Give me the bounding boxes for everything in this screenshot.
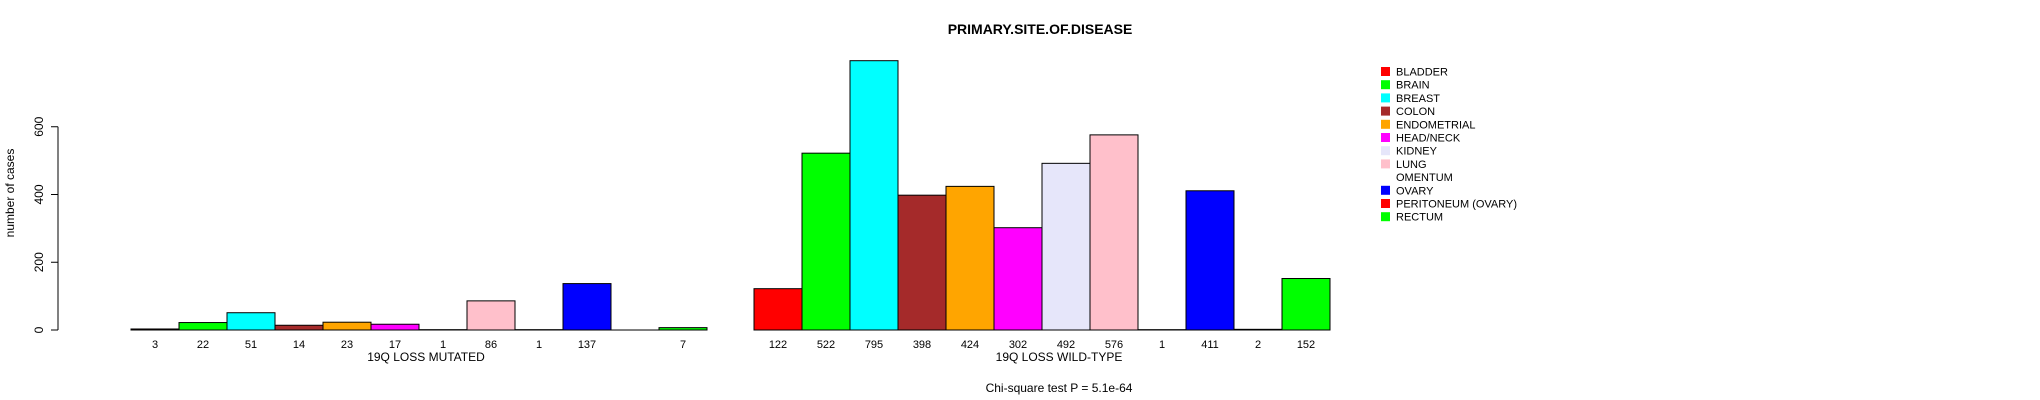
bar-mutated xyxy=(274,324,324,331)
legend-entry: BRAIN xyxy=(1396,80,1430,92)
y-tick-label: 600 xyxy=(32,116,46,136)
bar-count-label: 86 xyxy=(485,339,497,351)
bar-count-label: 1 xyxy=(440,339,446,351)
legend-entry: COLON xyxy=(1396,106,1435,118)
bar-wild-type xyxy=(1185,190,1235,331)
bar-count-label: 2 xyxy=(1255,339,1261,351)
bar-mutated xyxy=(178,322,228,331)
bar-count-label: 302 xyxy=(1009,339,1027,351)
legend-swatch xyxy=(1381,106,1390,116)
legend-swatch xyxy=(1381,67,1390,76)
x-axis-label-mutated: 19Q LOSS MUTATED xyxy=(367,350,485,364)
bar-wild-type xyxy=(753,288,803,331)
bar-count-label: 152 xyxy=(1297,339,1315,351)
y-tick-label: 200 xyxy=(32,252,46,272)
legend-entry: RECTUM xyxy=(1396,212,1443,224)
bar-wild-type xyxy=(849,60,899,331)
bar-wild-type xyxy=(993,227,1043,331)
bar-wild-type xyxy=(897,194,947,331)
bar-mutated xyxy=(466,300,516,331)
legend-swatch xyxy=(1381,212,1390,222)
chi-square-footer: Chi-square test P = 5.1e-64 xyxy=(986,381,1133,395)
bar-mutated xyxy=(562,283,612,331)
bar-count-label: 576 xyxy=(1105,339,1123,351)
bar-count-label: 492 xyxy=(1057,339,1075,351)
bar-mutated xyxy=(658,327,708,331)
bar-count-label: 22 xyxy=(197,339,209,351)
bar-count-label: 51 xyxy=(245,339,257,351)
bar-mutated xyxy=(370,323,420,331)
count-labels: 3 22 51 14 23 17 1 86 1 137 7 122 522 795 398 424 302 492… xyxy=(152,339,1315,351)
legend-swatch xyxy=(1381,159,1390,169)
bar-count-label: 1 xyxy=(536,339,542,351)
bar-wild-type xyxy=(945,185,995,331)
bar-count-label: 398 xyxy=(913,339,931,351)
legend-entry: ENDOMETRIAL xyxy=(1396,119,1475,131)
legend-swatch xyxy=(1381,172,1390,182)
bar-count-label: 122 xyxy=(769,339,787,351)
legend-entry: HEAD/NECK xyxy=(1396,133,1461,145)
y-tick-label: 0 xyxy=(32,326,46,333)
bar-count-label: 1 xyxy=(1159,339,1165,351)
legend-entry: OMENTUM xyxy=(1396,172,1453,184)
legend-swatch xyxy=(1381,93,1390,103)
bars xyxy=(130,60,1331,331)
bar-count-label: 17 xyxy=(389,339,401,351)
y-axis-label: number of cases xyxy=(3,149,17,238)
bar-wild-type xyxy=(1041,162,1091,331)
legend-swatch xyxy=(1381,199,1390,208)
bar-mutated xyxy=(226,312,276,331)
legend-swatch xyxy=(1381,133,1390,142)
legend-entry: BREAST xyxy=(1396,93,1440,105)
bar-mutated xyxy=(322,321,372,331)
bar-wild-type xyxy=(1233,328,1283,331)
x-axis-label-wild-type: 19Q LOSS WILD-TYPE xyxy=(996,350,1123,364)
legend-swatch xyxy=(1381,185,1390,195)
bar-count-label: 3 xyxy=(152,339,158,351)
legend-swatch xyxy=(1381,119,1390,129)
legend-entry: BLADDER xyxy=(1396,67,1448,79)
chart-title: PRIMARY.SITE.OF.DISEASE xyxy=(948,21,1133,37)
bar-wild-type xyxy=(1089,134,1139,331)
y-axis: 0 200 400 600 xyxy=(32,116,59,333)
bar-count-label: 795 xyxy=(865,339,883,351)
bar-count-label: 424 xyxy=(961,339,979,351)
bar-count-label: 411 xyxy=(1201,339,1219,351)
legend-entry: PERITONEUM (OVARY) xyxy=(1396,199,1517,211)
bar-mutated xyxy=(130,328,180,331)
bar-wild-type xyxy=(801,152,851,331)
bar-count-label: 137 xyxy=(578,339,596,351)
bar-count-label: 23 xyxy=(341,339,353,351)
legend-swatch xyxy=(1381,146,1390,156)
legend-entry: OVARY xyxy=(1396,185,1434,197)
bar-count-label: 7 xyxy=(680,339,686,351)
y-tick-label: 400 xyxy=(32,184,46,204)
bar-wild-type xyxy=(1281,278,1331,331)
legend-entry: LUNG xyxy=(1396,159,1427,171)
legend-swatch xyxy=(1381,80,1390,90)
bar-count-label: 14 xyxy=(293,339,305,351)
bar-count-label: 522 xyxy=(817,339,835,351)
legend-entry: KIDNEY xyxy=(1396,146,1438,158)
